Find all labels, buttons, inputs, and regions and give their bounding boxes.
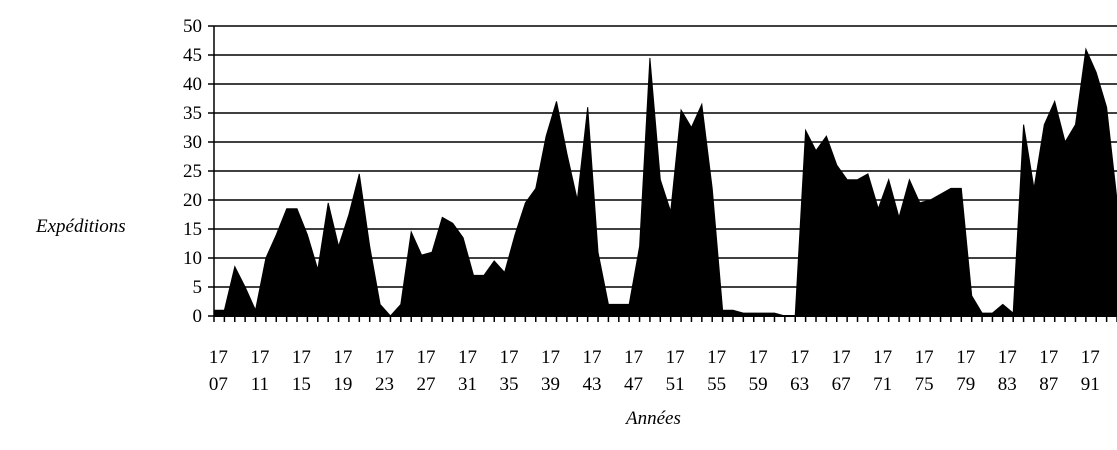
x-tick-label-top: 17 xyxy=(500,347,519,368)
x-tick-label-bottom: 71 xyxy=(873,374,892,395)
x-tick-label-top: 17 xyxy=(1039,347,1058,368)
x-tick-label-top: 17 xyxy=(541,347,560,368)
x-tick-label-bottom: 59 xyxy=(749,374,768,395)
x-tick-label-top: 17 xyxy=(666,347,685,368)
x-tick-label-bottom: 87 xyxy=(1039,374,1058,395)
x-tick-label-bottom: 11 xyxy=(251,374,269,395)
axes xyxy=(208,25,1117,322)
x-tick-label-bottom: 19 xyxy=(333,374,352,395)
x-tick-label-bottom: 31 xyxy=(458,374,477,395)
x-tick-label-top: 17 xyxy=(915,347,934,368)
x-tick-label-bottom: 27 xyxy=(416,374,435,395)
x-tick-label-bottom: 79 xyxy=(956,374,975,395)
x-tick-label-top: 17 xyxy=(583,347,602,368)
x-tick-labels: 17 07 17 11 17 15 17 19 17 23 17 27 17 31 17 35 17 39 17 43… xyxy=(209,347,1100,395)
x-tick-label-bottom: 55 xyxy=(707,374,726,395)
expeditions-area-series xyxy=(213,47,1117,317)
x-tick-label-bottom: 51 xyxy=(666,374,685,395)
y-tick-label: 20 xyxy=(183,190,202,211)
x-axis-label: Années xyxy=(626,408,681,429)
x-tick-label-top: 17 xyxy=(624,347,643,368)
x-tick-label-top: 17 xyxy=(292,347,311,368)
x-tick-label-bottom: 43 xyxy=(583,374,602,395)
y-tick-label: 15 xyxy=(183,219,202,240)
x-tick-label-bottom: 67 xyxy=(832,374,851,395)
y-tick-label: 5 xyxy=(193,277,203,298)
x-tick-label-top: 17 xyxy=(250,347,269,368)
x-tick-label-bottom: 23 xyxy=(375,374,394,395)
x-tick-label-top: 17 xyxy=(375,347,394,368)
y-tick-label: 10 xyxy=(183,248,202,269)
y-tick-label: 40 xyxy=(183,74,202,95)
x-tick-label-top: 17 xyxy=(1081,347,1100,368)
y-tick-label: 0 xyxy=(193,306,203,327)
y-tick-label: 45 xyxy=(183,45,202,66)
y-tick-label: 35 xyxy=(183,103,202,124)
y-axis-label: Expéditions xyxy=(36,216,126,237)
x-tick-label-top: 17 xyxy=(998,347,1017,368)
x-tick-label-bottom: 47 xyxy=(624,374,643,395)
y-tick-label: 50 xyxy=(183,16,202,37)
y-tick-labels: 0 5 10 15 20 25 30 35 40 45 50 xyxy=(183,16,202,327)
x-tick-label-top: 17 xyxy=(873,347,892,368)
x-tick-label-bottom: 75 xyxy=(915,374,934,395)
x-tick-label-bottom: 35 xyxy=(500,374,519,395)
x-tick-label-top: 17 xyxy=(416,347,435,368)
x-tick-label-bottom: 63 xyxy=(790,374,809,395)
x-tick-label-top: 17 xyxy=(333,347,352,368)
x-tick-label-top: 17 xyxy=(956,347,975,368)
x-tick-label-top: 17 xyxy=(458,347,477,368)
x-tick-label-bottom: 91 xyxy=(1081,374,1100,395)
x-tick-label-top: 17 xyxy=(749,347,768,368)
y-tick-label: 30 xyxy=(183,132,202,153)
x-tick-label-top: 17 xyxy=(707,347,726,368)
y-tick-label: 25 xyxy=(183,161,202,182)
x-tick-label-bottom: 15 xyxy=(292,374,311,395)
x-tick-label-bottom: 39 xyxy=(541,374,560,395)
x-tick-label-top: 17 xyxy=(790,347,809,368)
x-tick-label-top: 17 xyxy=(209,347,228,368)
x-tick-label-top: 17 xyxy=(832,347,851,368)
x-tick-label-bottom: 07 xyxy=(209,374,228,395)
x-tick-label-bottom: 83 xyxy=(998,374,1017,395)
